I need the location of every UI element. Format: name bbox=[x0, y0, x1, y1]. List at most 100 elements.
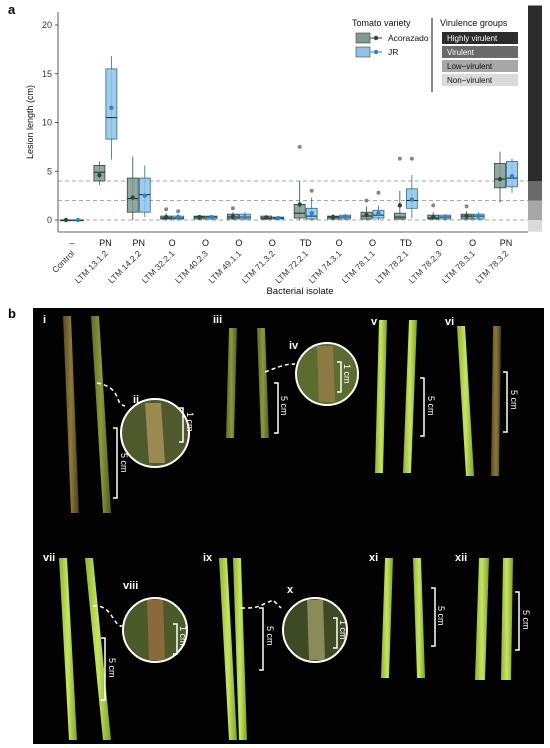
mean-point bbox=[397, 203, 403, 208]
box-jr-7 bbox=[305, 188, 318, 220]
mean-point bbox=[163, 214, 169, 220]
scale-label-5cm-xii: 5 cm bbox=[521, 610, 531, 630]
panel-label-b: b bbox=[8, 306, 16, 321]
x-tick-label-2: LTM 14.2.2 bbox=[106, 248, 143, 285]
box-acorazado-1 bbox=[93, 161, 106, 185]
scale-label-5cm-i: 5 cm bbox=[119, 453, 129, 473]
legend-swatch bbox=[355, 32, 371, 44]
box-jr-2 bbox=[138, 165, 151, 218]
mean-point bbox=[364, 212, 369, 218]
outlier-point-0 bbox=[376, 190, 381, 195]
legend-band bbox=[442, 60, 518, 72]
legend-variety-item-0: Acorazado bbox=[355, 32, 429, 44]
box-acorazado-4 bbox=[193, 214, 206, 220]
box-acorazado-13 bbox=[494, 151, 506, 203]
group-code-7: TD bbox=[300, 238, 312, 248]
mean-point bbox=[276, 215, 281, 221]
label-v: v bbox=[371, 316, 378, 328]
box-jr-10 bbox=[405, 156, 418, 219]
legend-band bbox=[442, 32, 518, 44]
box-jr-6 bbox=[272, 215, 285, 221]
y-axis-title: Lesion length (cm) bbox=[25, 85, 35, 159]
mean-point bbox=[497, 176, 503, 182]
box-acorazado-7 bbox=[293, 144, 306, 220]
outlier-point-0 bbox=[409, 156, 414, 161]
zoom-inset-viii bbox=[92, 597, 188, 663]
box-acorazado-10 bbox=[393, 156, 406, 220]
mean-point bbox=[97, 172, 102, 178]
stem-pair-ix bbox=[219, 558, 247, 740]
scale-label-1cm-iv: 1 cm bbox=[342, 364, 352, 384]
outlier-point-0 bbox=[230, 206, 235, 211]
scale-bars bbox=[101, 361, 520, 701]
box-jr-11 bbox=[439, 214, 452, 220]
scale-label-5cm-vi: 5 cm bbox=[509, 390, 519, 410]
label-viii: viii bbox=[123, 580, 139, 592]
legend-variety-title: Tomato variety bbox=[352, 18, 411, 28]
x-tick-label-5: LTM 49.1.1 bbox=[206, 248, 243, 285]
box-acorazado-6 bbox=[260, 215, 273, 220]
virulence-band-0 bbox=[528, 5, 542, 181]
y-tick-label-5: 5 bbox=[47, 166, 52, 176]
stem-pair-iii bbox=[226, 328, 269, 438]
panel-label-a: a bbox=[8, 2, 16, 17]
label-iii: iii bbox=[213, 314, 223, 326]
y-tick-label-15: 15 bbox=[42, 69, 52, 79]
legend-virulence-item-0: Highly virulent bbox=[442, 32, 518, 44]
box-acorazado-5 bbox=[227, 206, 239, 220]
label-xii: xii bbox=[455, 552, 468, 564]
legend-label: Acorazado bbox=[388, 33, 429, 43]
mean-point bbox=[431, 214, 436, 220]
x-tick-label-11: LTM 78.2.3 bbox=[407, 248, 444, 285]
zoom-inset-iv bbox=[264, 342, 359, 406]
y-tick-label-0: 0 bbox=[47, 215, 52, 225]
stem-pair-xi bbox=[381, 558, 425, 678]
outlier-point-0 bbox=[397, 156, 402, 161]
label-ix: ix bbox=[203, 552, 213, 564]
box-jr-8 bbox=[339, 214, 351, 220]
scale-labels: 5 cm 5 cm 5 cm 5 cm 5 cm 5 cm 5 cm 5 cm … bbox=[107, 364, 531, 678]
legend-label: Highly virulent bbox=[447, 34, 498, 43]
x-tick-label-4: LTM 40.2.3 bbox=[173, 248, 210, 285]
box-acorazado-12 bbox=[460, 204, 473, 220]
box-jr-12 bbox=[472, 212, 485, 220]
group-code-3: O bbox=[169, 238, 176, 248]
label-i: i bbox=[43, 314, 47, 326]
box-acorazado-11 bbox=[427, 203, 440, 220]
stem-pair-vi bbox=[457, 326, 501, 476]
label-iv: iv bbox=[289, 340, 299, 352]
legend-label: JR bbox=[388, 47, 398, 57]
group-code-4: O bbox=[202, 238, 209, 248]
scale-label-5cm-v: 5 cm bbox=[426, 396, 436, 416]
outlier-point-0 bbox=[431, 203, 436, 208]
label-vi: vi bbox=[445, 316, 455, 328]
virulence-band-2 bbox=[528, 200, 542, 220]
scale-label-1cm-x: 1 cm bbox=[338, 620, 348, 640]
x-tick-label-8: LTM 74.3.1 bbox=[306, 248, 343, 285]
mean-point bbox=[242, 214, 248, 220]
x-tick-label-12: LTM 78.3.1 bbox=[440, 248, 477, 285]
mean-point bbox=[443, 214, 448, 220]
box-jr-13 bbox=[506, 158, 518, 193]
group-code-1: PN bbox=[99, 238, 112, 248]
box-jr-9 bbox=[372, 190, 385, 220]
group-code-11: O bbox=[436, 238, 443, 248]
mean-point bbox=[75, 217, 81, 223]
stem-pair-xii bbox=[475, 558, 513, 680]
legend-virulence-item-3: Non−virulent bbox=[442, 74, 518, 86]
mean-point bbox=[297, 202, 302, 207]
x-axis-title: Bacterial isolate bbox=[266, 286, 333, 297]
box-acorazado-2 bbox=[126, 156, 139, 220]
outlier-point-0 bbox=[464, 204, 469, 209]
virulence-band-3 bbox=[528, 220, 542, 232]
scale-label-1cm-ii: 1 cm bbox=[185, 412, 195, 432]
mean-point bbox=[342, 214, 348, 219]
y-tick-label-10: 10 bbox=[42, 118, 52, 128]
outlier-point-0 bbox=[309, 188, 314, 193]
x-tick-label-7: LTM 72.2.1 bbox=[273, 248, 310, 285]
x-tick-label-10: LTM 78.2.1 bbox=[373, 248, 410, 285]
group-code-12: O bbox=[469, 238, 476, 248]
stem-pair-v bbox=[375, 320, 417, 473]
label-x: x bbox=[287, 584, 294, 596]
